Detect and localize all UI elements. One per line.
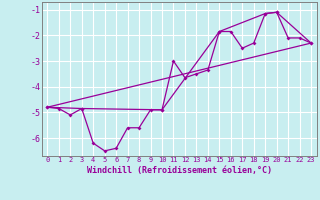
X-axis label: Windchill (Refroidissement éolien,°C): Windchill (Refroidissement éolien,°C) <box>87 166 272 175</box>
